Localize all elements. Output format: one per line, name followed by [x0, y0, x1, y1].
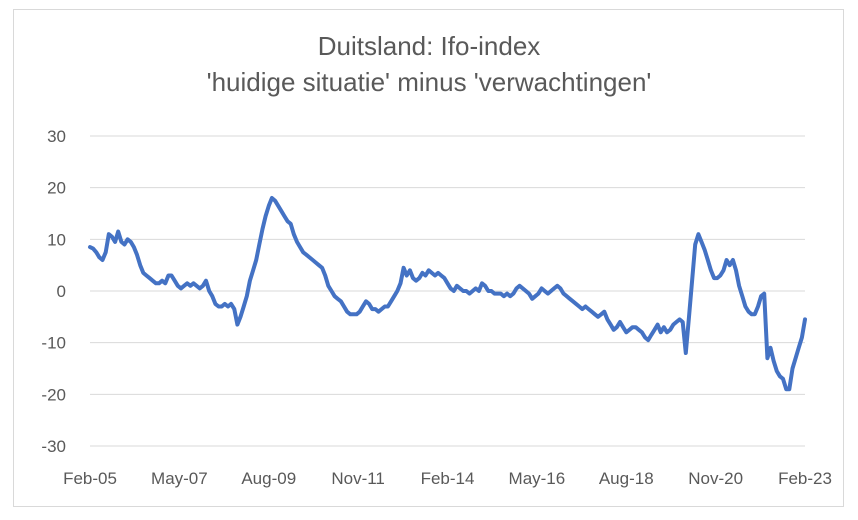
y-tick-label: 10 [47, 230, 66, 249]
y-tick-label: -30 [41, 437, 66, 456]
chart-title-line-2: 'huidige situatie' minus 'verwachtingen' [206, 67, 652, 97]
x-tick-label: Feb-14 [421, 469, 475, 488]
y-tick-labels: 30 20 10 0 -10 -20 -30 [41, 127, 66, 456]
x-tick-label: May-07 [151, 469, 208, 488]
x-tick-label: Aug-18 [599, 469, 654, 488]
x-tick-label: Nov-11 [331, 469, 385, 488]
y-tick-label: -20 [41, 385, 66, 404]
chart-title: Duitsland: Ifo-index 'huidige situatie' … [0, 28, 858, 100]
x-tick-label: May-16 [509, 469, 566, 488]
y-tick-label: 20 [47, 179, 66, 198]
y-tick-label: -10 [41, 334, 66, 353]
x-tick-label: Feb-05 [63, 469, 117, 488]
x-tick-label: Aug-09 [241, 469, 296, 488]
y-tick-label: 30 [47, 127, 66, 146]
series-line [88, 196, 807, 392]
x-tick-labels: Feb-05 May-07 Aug-09 Nov-11 Feb-14 May-16 Aug-… [63, 469, 832, 488]
gridlines [90, 135, 805, 447]
y-tick-label: 0 [57, 282, 66, 301]
series-lines [88, 196, 807, 392]
x-tick-label: Nov-20 [688, 469, 743, 488]
chart-title-line-1: Duitsland: Ifo-index [317, 31, 541, 61]
x-tick-label: Feb-23 [778, 469, 832, 488]
